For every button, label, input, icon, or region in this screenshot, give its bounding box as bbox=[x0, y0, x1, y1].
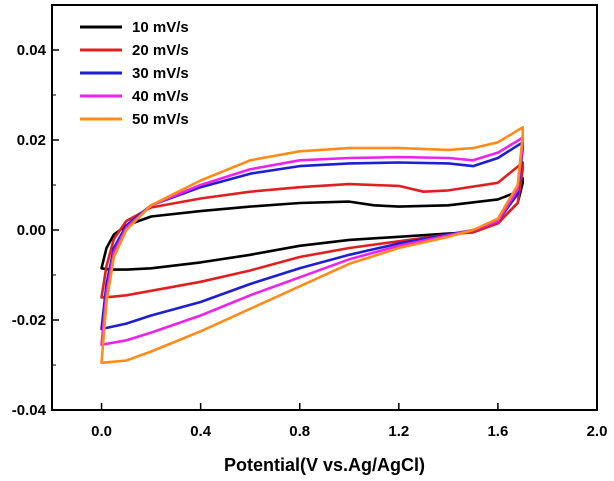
x-axis: 0.0 0.4 0.8 1.2 1.6 2.0 bbox=[91, 403, 607, 440]
legend-label: 20 mV/s bbox=[132, 42, 189, 59]
legend: 10 mV/s 20 mV/s 30 mV/s 40 mV/s 50 mV/s bbox=[80, 19, 189, 128]
y-tick-label: -0.04 bbox=[12, 402, 47, 419]
legend-label: 10 mV/s bbox=[132, 19, 189, 36]
x-tick-label: 0.0 bbox=[91, 423, 112, 440]
series-line bbox=[100, 136, 524, 347]
x-axis-title: Potential(V vs.Ag/AgCl) bbox=[224, 455, 425, 475]
y-axis: -0.04 -0.02 0.00 0.02 0.04 bbox=[12, 42, 59, 419]
y-tick-label: 0.02 bbox=[17, 132, 46, 149]
plot-frame bbox=[51, 4, 598, 411]
y-tick-label: 0.04 bbox=[17, 42, 47, 59]
x-tick-label: 1.6 bbox=[487, 423, 508, 440]
x-tick-label: 0.8 bbox=[289, 423, 310, 440]
legend-label: 30 mV/s bbox=[132, 65, 189, 82]
x-tick-label: 2.0 bbox=[587, 423, 608, 440]
series-line bbox=[100, 161, 524, 299]
series-line bbox=[100, 141, 524, 331]
legend-label: 50 mV/s bbox=[132, 111, 189, 128]
y-tick-label: 0.00 bbox=[17, 222, 46, 239]
series-line bbox=[100, 176, 524, 271]
series-line bbox=[100, 126, 524, 365]
legend-label: 40 mV/s bbox=[132, 88, 189, 105]
y-tick-label: -0.02 bbox=[12, 312, 46, 329]
plot-curves bbox=[100, 126, 524, 365]
x-tick-label: 1.2 bbox=[388, 423, 409, 440]
x-tick-label: 0.4 bbox=[190, 423, 212, 440]
